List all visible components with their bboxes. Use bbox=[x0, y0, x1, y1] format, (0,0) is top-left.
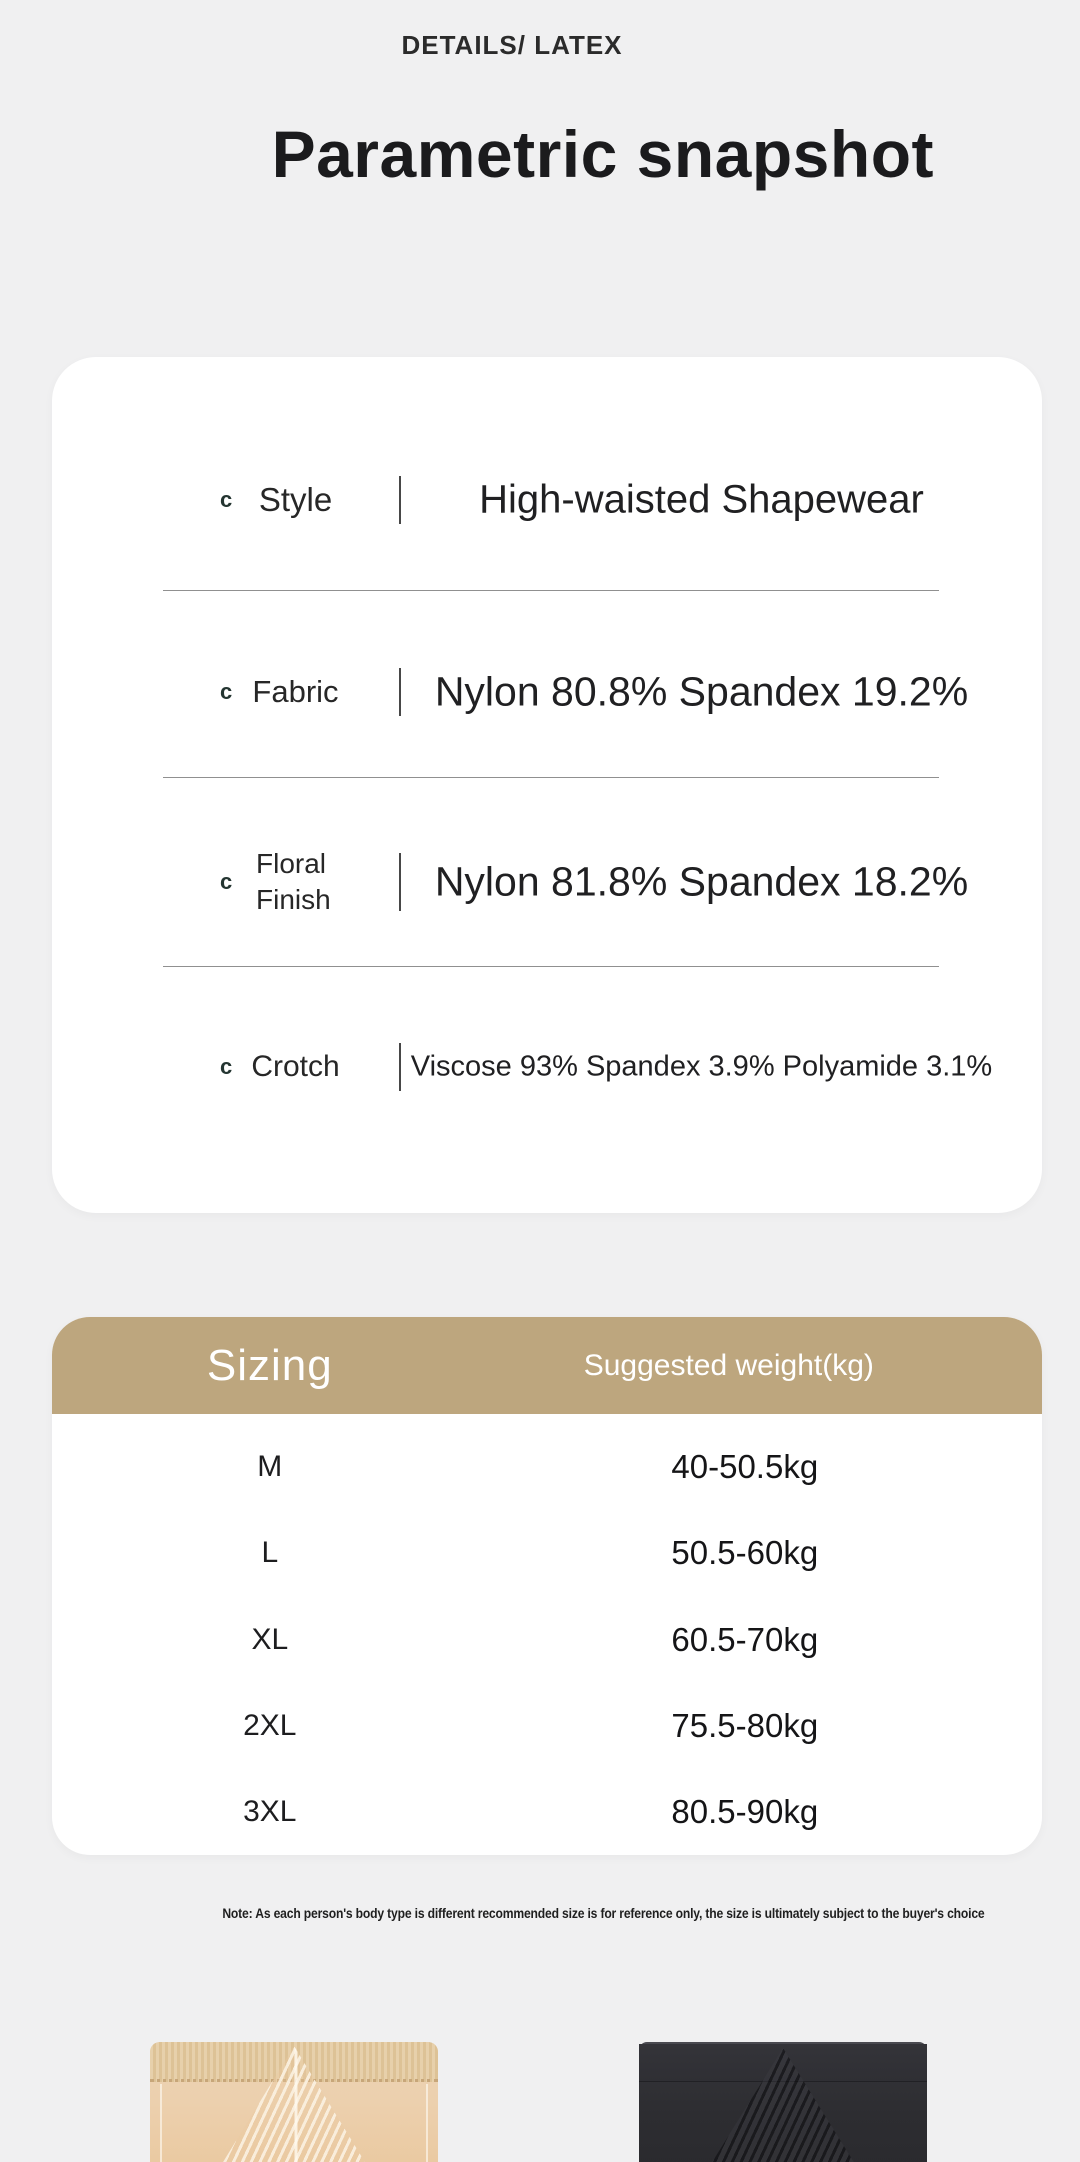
spec-value-fabric: Nylon 80.8% Spandex 19.2% bbox=[434, 668, 969, 715]
seam-detail bbox=[160, 2084, 162, 2162]
crescent-icon: c bbox=[220, 679, 233, 704]
spec-label-line-1: Floral bbox=[256, 848, 327, 879]
specs-card: c Style High-waisted Shapewear c Fabric … bbox=[52, 357, 1042, 1213]
crescent-icon: c bbox=[220, 487, 233, 512]
vertical-divider bbox=[399, 476, 401, 524]
spec-row-style: c Style High-waisted Shapewear bbox=[52, 455, 1042, 545]
spec-value-crotch: Viscose 93% Spandex 3.9% Polyamide 3.1% bbox=[410, 1050, 993, 1083]
size-cell: XL bbox=[251, 1622, 289, 1656]
sizing-row-l: L 50.5-60kg bbox=[52, 1510, 1042, 1596]
sizing-row-3xl: 3XL 80.5-90kg bbox=[52, 1769, 1042, 1855]
weight-cell: 60.5-70kg bbox=[671, 1620, 819, 1658]
spec-label-floral-finish: Floral Finish bbox=[192, 848, 399, 916]
weight-cell: 80.5-90kg bbox=[671, 1792, 819, 1830]
page-title: Parametric snapshot bbox=[271, 117, 934, 191]
spec-row-crotch: c Crotch Viscose 93% Spandex 3.9% Polyam… bbox=[52, 1022, 1042, 1112]
spec-label-fabric: Fabric bbox=[252, 674, 339, 709]
sizing-table-header: Sizing Suggested weight(kg) bbox=[52, 1317, 1042, 1414]
sizing-table-body: M 40-50.5kg L 50.5-60kg XL 60.5-70kg 2XL… bbox=[52, 1414, 1042, 1855]
size-cell: 3XL bbox=[243, 1794, 297, 1828]
black-product-image bbox=[639, 2042, 927, 2162]
size-cell: L bbox=[261, 1536, 279, 1570]
sizing-row-2xl: 2XL 75.5-80kg bbox=[52, 1683, 1042, 1769]
spec-divider bbox=[163, 590, 939, 591]
eyebrow-label: DETAILS/ LATEX bbox=[401, 30, 623, 60]
crescent-icon: c bbox=[220, 1054, 233, 1079]
spec-value-floral-finish: Nylon 81.8% Spandex 18.2% bbox=[434, 858, 969, 905]
spec-divider bbox=[163, 777, 939, 778]
size-note: Note: As each person's body type is diff… bbox=[0, 1905, 1080, 1923]
crescent-icon: c bbox=[220, 869, 233, 894]
spec-row-fabric: c Fabric Nylon 80.8% Spandex 19.2% bbox=[52, 647, 1042, 737]
sizing-card: Sizing Suggested weight(kg) M 40-50.5kg … bbox=[52, 1317, 1042, 1855]
size-cell: 2XL bbox=[243, 1708, 297, 1742]
beige-product-image bbox=[150, 2042, 438, 2162]
spec-label-crotch: Crotch bbox=[251, 1050, 340, 1083]
seam-detail bbox=[426, 2084, 428, 2162]
spec-label-line-2: Finish bbox=[256, 884, 331, 915]
spec-label-style: Style bbox=[258, 481, 333, 518]
vertical-divider bbox=[399, 853, 401, 911]
weight-cell: 75.5-80kg bbox=[671, 1706, 819, 1744]
weight-cell: 50.5-60kg bbox=[671, 1534, 819, 1572]
weight-cell: 40-50.5kg bbox=[671, 1448, 819, 1486]
sizing-header-weight: Suggested weight(kg) bbox=[583, 1348, 874, 1382]
sizing-row-m: M 40-50.5kg bbox=[52, 1424, 1042, 1510]
size-cell: M bbox=[257, 1450, 283, 1484]
spec-value-style: High-waisted Shapewear bbox=[479, 477, 924, 522]
spec-row-floral-finish: c Floral Finish Nylon 81.8% Spandex 18.2… bbox=[52, 837, 1042, 927]
vertical-divider bbox=[399, 1043, 401, 1091]
size-note-text: Note: As each person's body type is diff… bbox=[221, 1906, 985, 1921]
sizing-row-xl: XL 60.5-70kg bbox=[52, 1596, 1042, 1682]
spec-divider bbox=[163, 966, 939, 967]
sizing-header-size: Sizing bbox=[206, 1340, 333, 1390]
vertical-divider bbox=[399, 668, 401, 716]
